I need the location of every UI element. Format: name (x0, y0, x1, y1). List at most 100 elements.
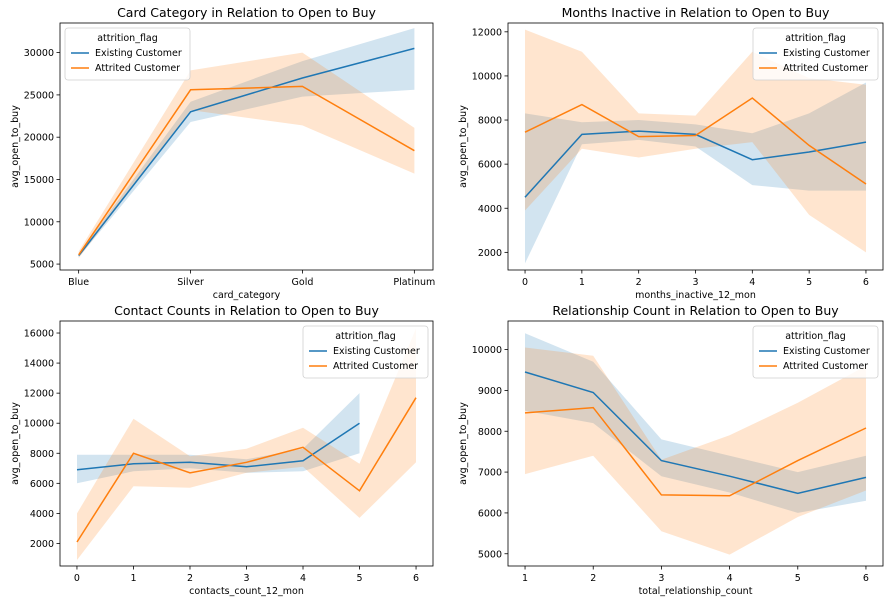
x-tick-label: 5 (795, 573, 801, 584)
legend-box (752, 325, 879, 379)
chart-title: Months Inactive in Relation to Open to B… (562, 5, 830, 20)
y-tick-label: 12000 (24, 389, 54, 400)
x-tick-label: 1 (522, 573, 528, 584)
y-tick-label: 6000 (478, 160, 502, 171)
ci-band-attrited (525, 347, 866, 555)
x-tick-label: 3 (692, 277, 698, 288)
y-tick-label: 15000 (24, 175, 54, 186)
legend-box (302, 325, 429, 379)
series-line-attrited (524, 97, 867, 185)
subplot-3: 0 1 2 3 4 5 6 2000 4000 6000 8000 10000 12000 14000 16… (10, 303, 434, 597)
x-tick-label: 6 (863, 277, 869, 288)
x-tick-label: 0 (74, 573, 80, 584)
x-tick-label: 1 (130, 573, 136, 584)
ci-band-attrited (525, 29, 866, 253)
x-tick-label: 4 (300, 573, 306, 584)
y-axis-label: avg_open_to_buy (458, 105, 469, 188)
chart-title: Relationship Count in Relation to Open t… (552, 303, 839, 318)
y-tick-label: 5000 (478, 549, 502, 560)
y-axis-label: avg_open_to_buy (458, 402, 469, 485)
legend: attrition_flag Existing Customer Attrited … (752, 325, 879, 379)
y-tick-label: 8000 (30, 449, 54, 460)
ci-band-existing (78, 28, 415, 258)
x-tick-label: 0 (522, 277, 528, 288)
x-tick-label: Gold (292, 277, 314, 288)
subplot-4: 1 2 3 4 5 6 5000 6000 7000 8000 9000 10000 Relations… (458, 303, 884, 597)
series-line-attrited (76, 397, 417, 543)
axes-frame (59, 22, 434, 271)
chart-title: Card Category in Relation to Open to Buy (117, 5, 376, 20)
y-tick-label: 10000 (472, 345, 502, 356)
legend-title: attrition_flag (785, 33, 846, 44)
y-tick-label: 4000 (478, 204, 502, 215)
y-axis-label: avg_open_to_buy (10, 105, 21, 188)
legend-label-attrited: Attrited Customer (95, 63, 180, 74)
y-tick-label: 10000 (472, 71, 502, 82)
legend-title: attrition_flag (97, 33, 158, 44)
legend-label-attrited: Attrited Customer (333, 361, 418, 372)
legend-label-existing: Existing Customer (783, 346, 870, 357)
x-tick-label: Blue (68, 277, 89, 288)
x-tick-label: Platinum (393, 277, 435, 288)
x-tick-label: 2 (590, 573, 596, 584)
y-tick-label: 6000 (30, 479, 54, 490)
y-axis-label: avg_open_to_buy (10, 402, 21, 485)
x-tick-label: 4 (749, 277, 755, 288)
x-tick-label: 2 (187, 573, 193, 584)
subplot-2: 0 1 2 3 4 5 6 2000 4000 6000 8000 10000 12000 Months … (458, 5, 884, 301)
axes-frame (507, 320, 884, 567)
legend-box (752, 27, 879, 81)
x-tick-label: 3 (243, 573, 249, 584)
y-tick-label: 20000 (24, 133, 54, 144)
legend-label-attrited: Attrited Customer (783, 63, 868, 74)
x-tick-label: 1 (579, 277, 585, 288)
legend-label-existing: Existing Customer (95, 48, 182, 59)
y-tick-label: 4000 (30, 509, 54, 520)
subplot-1: Blue Silver Gold Platinum 5000 10000 15000 2000… (10, 5, 435, 301)
x-tick-label: 3 (658, 573, 664, 584)
x-tick-label: Silver (177, 277, 204, 288)
legend-title: attrition_flag (335, 331, 396, 342)
legend-title: attrition_flag (785, 331, 846, 342)
chart-title: Contact Counts in Relation to Open to Bu… (114, 303, 379, 318)
x-axis-label: contacts_count_12_mon (189, 586, 304, 597)
y-tick-label: 10000 (24, 217, 54, 228)
ci-band-existing (525, 82, 866, 264)
legend-label-existing: Existing Customer (333, 346, 420, 357)
y-tick-label: 8000 (478, 427, 502, 438)
y-tick-label: 5000 (30, 260, 54, 271)
x-tick-label: 5 (806, 277, 812, 288)
legend: attrition_flag Existing Customer Attrited … (302, 325, 429, 379)
x-tick-label: 2 (636, 277, 642, 288)
x-tick-label: 5 (357, 573, 363, 584)
series-line-existing (78, 47, 415, 257)
y-tick-label: 2000 (478, 248, 502, 259)
y-tick-label: 7000 (478, 468, 502, 479)
legend-label-existing: Existing Customer (783, 48, 870, 59)
x-tick-label: 4 (727, 573, 733, 584)
y-tick-label: 10000 (24, 419, 54, 430)
x-tick-label: 6 (863, 573, 869, 584)
y-tick-label: 12000 (472, 27, 502, 38)
ci-band-existing (77, 393, 360, 484)
x-tick-label: 6 (413, 573, 419, 584)
legend: attrition_flag Existing Customer Attrited … (64, 27, 191, 81)
y-tick-label: 30000 (24, 48, 54, 59)
x-axis-label: months_inactive_12_mon (635, 290, 756, 301)
y-tick-label: 14000 (24, 359, 54, 370)
y-tick-label: 8000 (478, 116, 502, 127)
ci-band-existing (525, 333, 866, 513)
x-axis-label: card_category (213, 290, 281, 301)
y-tick-label: 9000 (478, 386, 502, 397)
y-tick-label: 2000 (30, 539, 54, 550)
x-axis-label: total_relationship_count (639, 586, 753, 597)
series-line-existing (524, 130, 867, 198)
y-tick-label: 6000 (478, 508, 502, 519)
legend-label-attrited: Attrited Customer (783, 361, 868, 372)
y-tick-label: 25000 (24, 90, 54, 101)
y-tick-label: 16000 (24, 329, 54, 340)
ci-band-attrited (77, 328, 416, 560)
series-line-attrited (524, 406, 867, 497)
legend: attrition_flag Existing Customer Attrited … (752, 27, 879, 81)
